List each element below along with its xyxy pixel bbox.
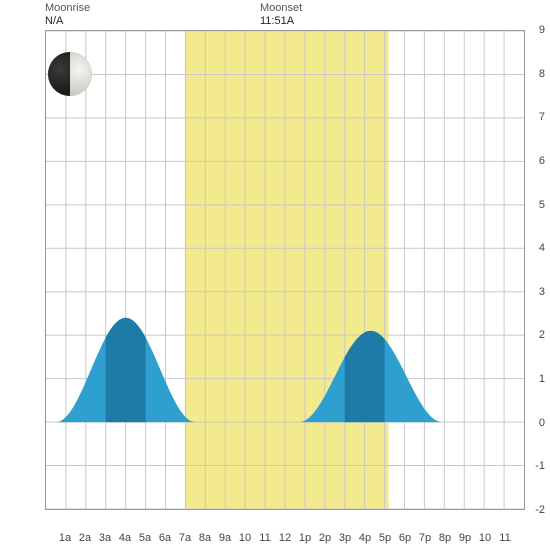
- x-tick: 5a: [139, 532, 151, 544]
- x-tick: 9p: [459, 532, 471, 544]
- y-tick: 1: [539, 373, 545, 385]
- x-tick: 8p: [439, 532, 451, 544]
- y-tick: -2: [535, 504, 545, 516]
- y-tick: 0: [539, 417, 545, 429]
- x-tick: 12: [279, 532, 291, 544]
- y-tick: 6: [539, 155, 545, 167]
- x-tick: 10: [239, 532, 251, 544]
- moonrise-value: N/A: [45, 15, 90, 28]
- moon-light-side: [70, 52, 92, 96]
- x-tick: 9a: [219, 532, 231, 544]
- x-tick: 7p: [419, 532, 431, 544]
- x-tick: 4p: [359, 532, 371, 544]
- y-tick: 3: [539, 286, 545, 298]
- moonset-value: 11:51A: [260, 15, 302, 28]
- x-tick: 11: [259, 532, 270, 544]
- x-tick: 6a: [159, 532, 171, 544]
- y-tick: 5: [539, 199, 545, 211]
- moonrise-label: Moonrise: [45, 2, 90, 15]
- moonset-block: Moonset 11:51A: [260, 2, 302, 28]
- x-tick: 10: [479, 532, 491, 544]
- x-tick: 1a: [59, 532, 71, 544]
- y-tick: 4: [539, 242, 545, 254]
- moonset-label: Moonset: [260, 2, 302, 15]
- y-tick: 7: [539, 111, 545, 123]
- x-tick: 4a: [119, 532, 131, 544]
- x-tick: 6p: [399, 532, 411, 544]
- x-tick: 11: [499, 532, 510, 544]
- y-tick: 2: [539, 329, 545, 341]
- plot-svg: [46, 31, 524, 509]
- x-tick: 5p: [379, 532, 391, 544]
- y-tick: 9: [539, 24, 545, 36]
- x-tick: 2p: [319, 532, 331, 544]
- x-tick: 3p: [339, 532, 351, 544]
- y-tick: 8: [539, 68, 545, 80]
- header: Moonrise N/A Moonset 11:51A: [0, 2, 550, 30]
- x-tick: 8a: [199, 532, 211, 544]
- tide-chart-container: Moonrise N/A Moonset 11:51A -2-101234567…: [0, 0, 550, 550]
- moon-dark-side: [48, 52, 70, 96]
- x-tick: 2a: [79, 532, 91, 544]
- moon-phase-icon: [48, 52, 92, 96]
- x-tick: 3a: [99, 532, 111, 544]
- x-tick: 7a: [179, 532, 191, 544]
- x-tick: 1p: [299, 532, 311, 544]
- plot-area: [45, 30, 525, 510]
- moonrise-block: Moonrise N/A: [45, 2, 90, 28]
- y-tick: -1: [535, 460, 545, 472]
